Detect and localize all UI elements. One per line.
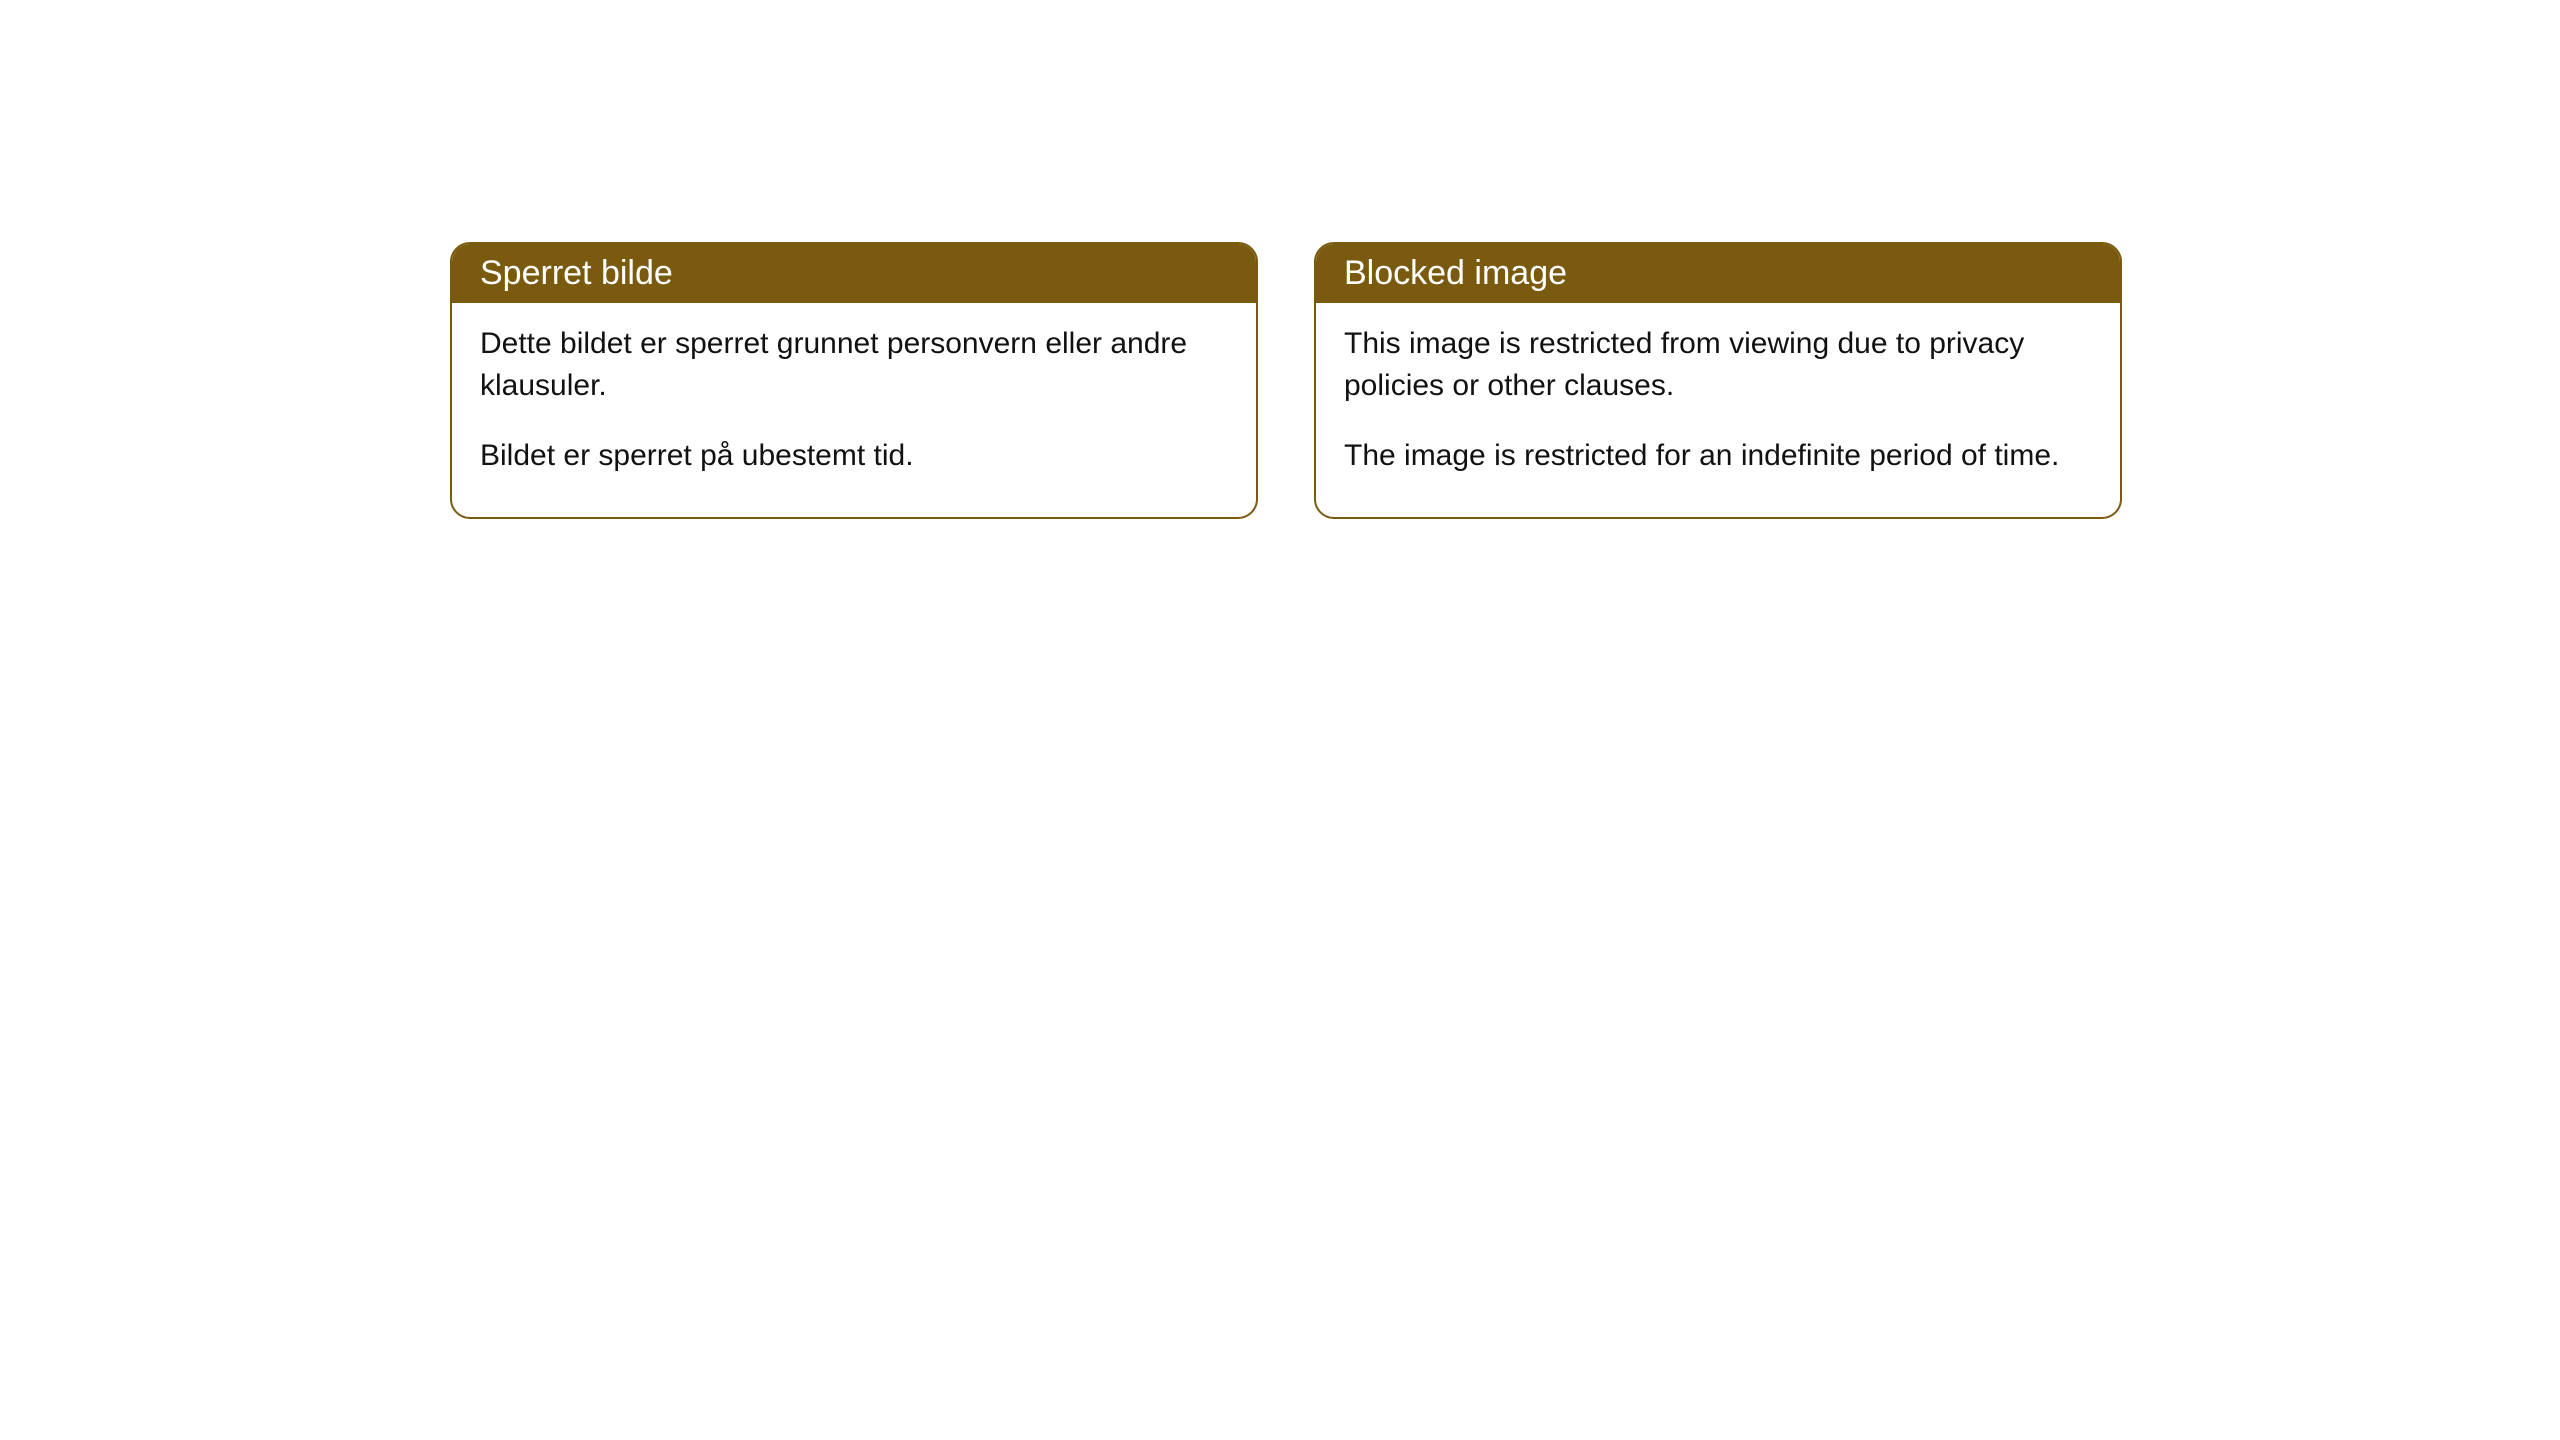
blocked-image-card-en: Blocked image This image is restricted f…: [1314, 242, 2122, 519]
card-paragraph-1-no: Dette bildet er sperret grunnet personve…: [480, 323, 1228, 407]
card-header-en: Blocked image: [1316, 244, 2120, 303]
blocked-image-card-no: Sperret bilde Dette bildet er sperret gr…: [450, 242, 1258, 519]
card-paragraph-2-no: Bildet er sperret på ubestemt tid.: [480, 435, 1228, 477]
card-body-en: This image is restricted from viewing du…: [1316, 303, 2120, 517]
card-body-no: Dette bildet er sperret grunnet personve…: [452, 303, 1256, 517]
notice-container: Sperret bilde Dette bildet er sperret gr…: [450, 242, 2122, 519]
card-header-no: Sperret bilde: [452, 244, 1256, 303]
card-paragraph-2-en: The image is restricted for an indefinit…: [1344, 435, 2092, 477]
card-paragraph-1-en: This image is restricted from viewing du…: [1344, 323, 2092, 407]
